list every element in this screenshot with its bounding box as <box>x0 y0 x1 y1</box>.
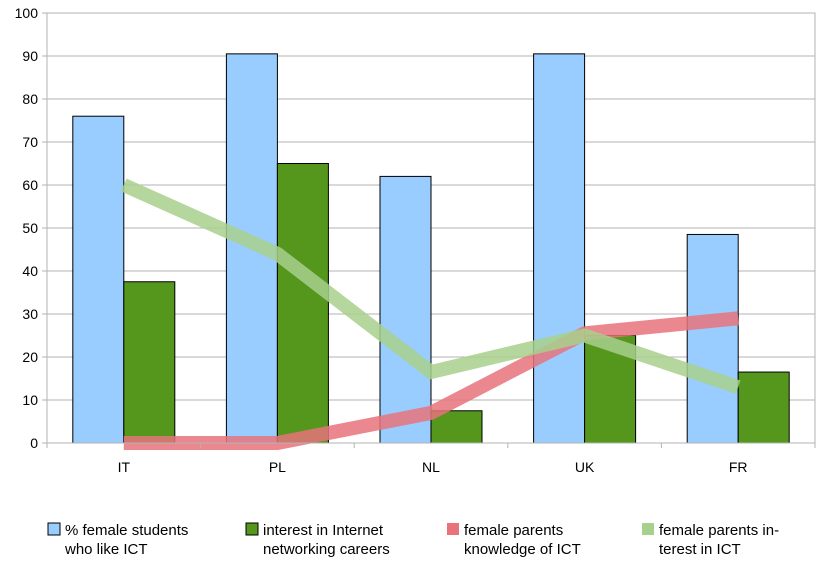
bar-networking-careers <box>276 163 329 444</box>
y-tick-label: 60 <box>22 177 38 193</box>
bar-female-students <box>686 233 739 444</box>
y-tick-label: 40 <box>22 263 38 279</box>
bars <box>72 53 790 444</box>
x-tick-label: UK <box>575 459 595 475</box>
y-tick-label: 20 <box>22 349 38 365</box>
legend-label: female parents in- <box>659 522 779 539</box>
legend-label: % female students <box>65 522 188 539</box>
y-tick-label: 0 <box>30 435 38 451</box>
y-tick-label: 70 <box>22 134 38 150</box>
series-line-parents-interest <box>120 178 741 394</box>
axes <box>46 12 816 448</box>
y-axis-ticks: 0 10 20 30 40 50 60 70 80 90 100 <box>15 5 39 451</box>
bar-female-students <box>533 53 586 444</box>
y-tick-label: 90 <box>22 48 38 64</box>
x-tick-label: FR <box>729 459 748 475</box>
bar-female-students <box>72 115 125 444</box>
plot-frame <box>46 12 816 444</box>
legend-label: terest in ICT <box>659 541 741 558</box>
legend-label: who like ICT <box>64 541 148 558</box>
y-tick-label: 10 <box>22 392 38 408</box>
legend-label: networking careers <box>263 541 390 558</box>
x-tick-label: NL <box>422 459 440 475</box>
bar-networking-careers <box>737 371 790 444</box>
x-axis-ticks: IT PL NL UK FR <box>118 459 748 475</box>
legend-swatch <box>245 522 259 536</box>
legend: % female students who like ICT interest in… <box>47 522 779 558</box>
legend-label: female parents <box>464 522 563 539</box>
y-tick-label: 80 <box>22 91 38 107</box>
legend-swatch <box>642 523 654 535</box>
bar-female-students <box>379 175 432 444</box>
legend-label: interest in Internet <box>263 522 384 539</box>
legend-swatch <box>47 522 61 536</box>
bar-networking-careers <box>123 281 176 444</box>
y-tick-label: 50 <box>22 220 38 236</box>
x-tick-label: PL <box>269 459 286 475</box>
y-tick-label: 30 <box>22 306 38 322</box>
x-tick-label: IT <box>118 459 131 475</box>
y-tick-label: 100 <box>15 5 39 21</box>
legend-swatch <box>447 523 459 535</box>
legend-label: knowledge of ICT <box>464 541 581 558</box>
